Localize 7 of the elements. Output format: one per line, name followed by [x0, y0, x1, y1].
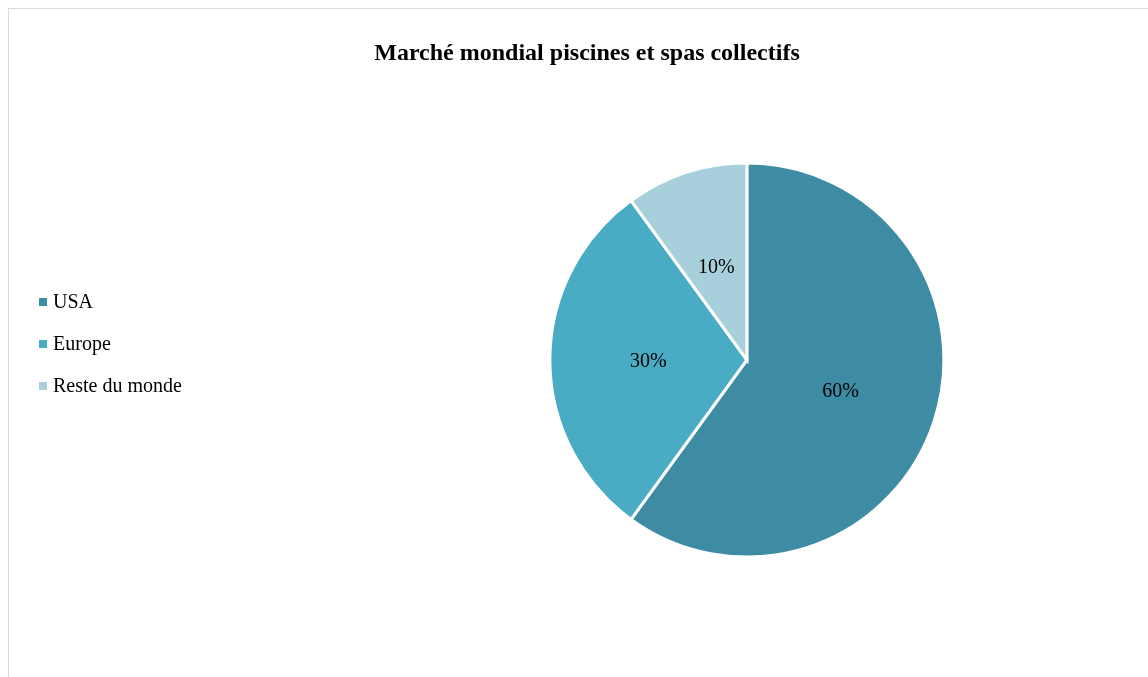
- data-label: 30%: [630, 349, 667, 371]
- legend-label: Europe: [53, 332, 111, 355]
- chart-title: Marché mondial piscines et spas collectifs: [373, 39, 801, 66]
- legend-label: USA: [53, 290, 94, 313]
- data-label: 10%: [698, 255, 735, 278]
- legend-label: Reste du monde: [53, 374, 182, 397]
- data-label: 60%: [822, 379, 859, 402]
